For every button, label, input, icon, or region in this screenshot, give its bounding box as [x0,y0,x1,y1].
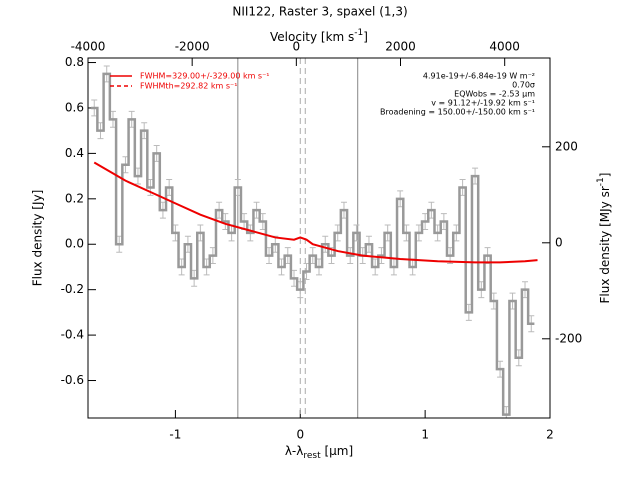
x-tick-label: 0 [296,428,304,442]
x-tick-label: 1 [421,428,429,442]
annotation: 0.70σ [512,81,535,90]
y-tick-label: -0.6 [61,373,84,387]
x2-tick-label: -2000 [175,40,210,54]
y-tick-label: -0.2 [61,282,84,296]
annotation: Broadening = 150.00+/-150.00 km s⁻¹ [380,108,535,117]
y-axis-label: Flux density [Jy] [31,190,45,287]
y2-tick-label: -200 [555,331,582,345]
x-tick-label: -1 [169,428,181,442]
x2-axis-label: Velocity [km s-1] [270,28,368,44]
y-tick-label: -0.4 [61,328,84,342]
y2-tick-label: 200 [555,139,578,153]
x2-tick-label: 2000 [385,40,416,54]
x2-tick-label: 4000 [489,40,520,54]
y-tick-label: 0.2 [65,191,84,205]
y-tick-label: 0.4 [65,146,84,160]
y-tick-label: 0.6 [65,100,84,114]
annotation: 4.91e-19+/-6.84e-19 W m⁻² [423,72,535,81]
x2-tick-label: 0 [293,40,301,54]
legend-label: FWHM=329.00+/-329.00 km s⁻¹ [140,72,270,81]
y-tick-label: 0.0 [65,237,84,251]
chart-title: NII122, Raster 3, spaxel (1,3) [232,5,407,19]
y2-axis-label: Flux density [MJy sr-1] [596,173,612,304]
legend-label: FWHMth=292.82 km s⁻¹ [140,82,237,91]
y-tick-label: 0.8 [65,55,84,69]
x2-tick-label: -4000 [71,40,106,54]
plot-frame [87,57,551,419]
y2-tick-label: 0 [555,235,563,249]
annotation: EQWobs = -2.53 μm [454,90,535,99]
x-axis-label: λ-λrest [μm] [285,444,353,461]
annotation: v = 91.12+/-19.92 km s⁻¹ [431,99,535,108]
x-tick-label: 2 [546,428,554,442]
fit-line [93,161,538,264]
